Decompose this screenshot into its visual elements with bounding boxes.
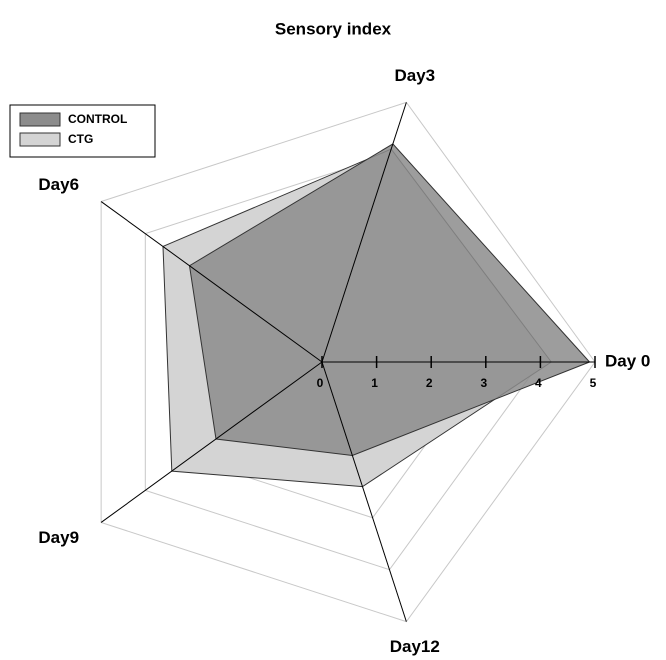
tick-label: 0 xyxy=(317,376,324,390)
tick-label: 1 xyxy=(371,376,378,390)
tick-label: 2 xyxy=(426,376,433,390)
axis-label: Day3 xyxy=(394,66,435,85)
legend-label: CTG xyxy=(68,132,93,146)
tick-label: 3 xyxy=(480,376,487,390)
series-area xyxy=(188,143,591,456)
axis-line xyxy=(321,361,407,622)
axis-label: Day12 xyxy=(390,637,440,656)
legend-swatch xyxy=(19,112,61,127)
tick-label: 5 xyxy=(590,376,597,390)
axis-label: Day9 xyxy=(38,528,79,547)
axis-line xyxy=(321,102,407,363)
grid-line xyxy=(100,101,596,623)
legend-swatch xyxy=(19,132,61,147)
axis-label: Day 0 xyxy=(605,351,650,370)
tick-label: 4 xyxy=(535,376,542,390)
axis-label: Day6 xyxy=(38,175,79,194)
axis-line xyxy=(100,361,323,523)
axis-line xyxy=(100,201,323,363)
chart-title: Sensory index xyxy=(275,19,392,38)
legend-label: CONTROL xyxy=(68,112,127,126)
